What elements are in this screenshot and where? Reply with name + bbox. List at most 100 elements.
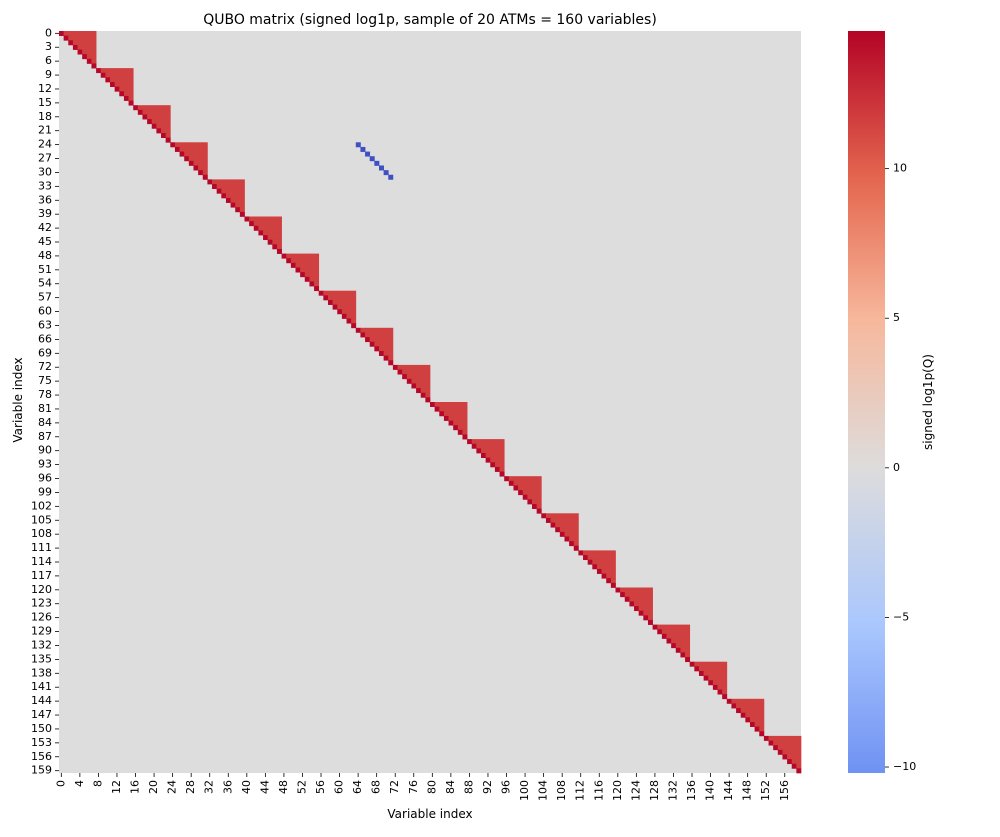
heatmap-cell-block [378, 337, 384, 343]
heatmap-cell-diagonal [717, 689, 723, 695]
heatmap-cell-diagonal [583, 555, 589, 561]
heatmap-cell-block [545, 513, 551, 519]
heatmap-cell-diagonal [290, 262, 296, 268]
x-tick-label: 116 [592, 780, 605, 801]
heatmap-cell-block [671, 633, 677, 639]
heatmap-cell-block [263, 221, 269, 227]
heatmap-cell-block [708, 666, 714, 672]
heatmap-cell-block [722, 661, 728, 667]
heatmap-cell-block [448, 402, 454, 407]
heatmap-cell-block [188, 151, 194, 157]
heatmap-cell-block [253, 221, 259, 227]
heatmap-cell-block [749, 712, 755, 718]
heatmap-cell-block [86, 44, 92, 50]
heatmap-cell-block [198, 146, 204, 152]
colorbar-tick-label: −10 [893, 760, 916, 773]
heatmap-cell-block [796, 763, 802, 769]
heatmap-cell-diagonal [745, 717, 751, 723]
heatmap-cell-block [346, 313, 352, 319]
y-tick-label: 120 [31, 583, 52, 596]
heatmap-cell-block [787, 745, 793, 751]
heatmap-cell-block [258, 221, 264, 227]
heatmap-cell-block [193, 151, 199, 157]
heatmap-cell-block [606, 559, 612, 565]
heatmap-cell-block [457, 411, 463, 417]
x-tick-label: 148 [741, 780, 754, 801]
heatmap-cell-block [564, 517, 570, 523]
heatmap-cell-diagonal [416, 388, 422, 394]
heatmap-cell-diagonal [518, 490, 524, 496]
heatmap-cell-block [647, 587, 653, 593]
heatmap-cell-block [63, 31, 69, 36]
heatmap-cell-block [536, 499, 542, 505]
heatmap-cell-diagonal [647, 619, 653, 625]
heatmap-cell-negative [383, 170, 389, 176]
heatmap-cell-block [267, 216, 273, 222]
heatmap-cell-block [165, 119, 171, 125]
heatmap-cell-block [712, 661, 718, 667]
heatmap-cell-block [559, 522, 565, 528]
heatmap-cell-diagonal [193, 165, 199, 171]
heatmap-cell-block [276, 225, 282, 231]
heatmap-cell-block [425, 374, 431, 380]
heatmap-cell-block [406, 364, 412, 370]
heatmap-cell-block [420, 388, 426, 394]
heatmap-cell-block [221, 179, 227, 185]
heatmap-cell-block [527, 476, 533, 482]
heatmap-cell-diagonal [258, 230, 264, 236]
heatmap-cell-block [202, 156, 208, 162]
heatmap-cell-block [193, 142, 199, 148]
heatmap-cell-diagonal [397, 369, 403, 375]
heatmap-cell-block [91, 49, 97, 55]
heatmap-cell-block [276, 239, 282, 245]
heatmap-cell-block [703, 666, 709, 672]
heatmap-cell-block [569, 517, 575, 523]
heatmap-cell-block [643, 596, 649, 602]
heatmap-cell-block [606, 573, 612, 579]
heatmap-cell-block [759, 726, 765, 732]
heatmap-cell-block [165, 105, 171, 111]
y-tick-label: 45 [38, 235, 52, 248]
heatmap-cell-block [647, 606, 653, 612]
heatmap-cell-diagonal [91, 63, 97, 69]
heatmap-cell-block [462, 420, 468, 426]
heatmap-cell-block [314, 262, 320, 268]
heatmap-cell-diagonal [671, 643, 677, 649]
heatmap-cell-block [230, 188, 236, 194]
heatmap-cell-block [610, 578, 616, 584]
heatmap-cell-block [494, 443, 500, 449]
heatmap-cell-block [374, 341, 380, 347]
heatmap-cell-negative [388, 174, 394, 180]
heatmap-cell-block [522, 485, 528, 491]
heatmap-cell-block [202, 151, 208, 157]
heatmap-cell-block [536, 476, 542, 482]
heatmap-cell-block [128, 95, 134, 101]
y-tick-label: 156 [31, 750, 52, 763]
y-tick-label: 81 [38, 402, 52, 415]
heatmap-cell-block [332, 299, 338, 305]
heatmap-cell-diagonal [239, 211, 245, 217]
heatmap-cell-diagonal [763, 735, 769, 741]
heatmap-cell-diagonal [703, 675, 709, 681]
heatmap-cell-block [91, 35, 97, 41]
y-tick-label: 6 [45, 54, 52, 67]
heatmap-cell-diagonal [184, 156, 190, 162]
heatmap-cell-block [272, 230, 278, 236]
heatmap-cell-block [346, 304, 352, 310]
heatmap-cell-block [230, 193, 236, 199]
heatmap-cell-diagonal [754, 726, 760, 732]
y-tick-label: 93 [38, 458, 52, 471]
heatmap-cell-block [156, 123, 162, 129]
heatmap-cell-block [235, 193, 241, 199]
heatmap-cell-diagonal [527, 499, 533, 505]
heatmap-cell-block [745, 698, 751, 704]
y-tick-label: 111 [31, 541, 52, 554]
heatmap-cell-block [573, 513, 579, 519]
heatmap-cell-block [573, 541, 579, 547]
x-tick-label: 128 [648, 780, 661, 801]
heatmap-cell-block [736, 703, 742, 709]
heatmap-cell-block [351, 295, 357, 301]
heatmap-cell-block [383, 341, 389, 347]
heatmap-cell-block [351, 299, 357, 305]
heatmap-cell-diagonal [105, 77, 111, 83]
